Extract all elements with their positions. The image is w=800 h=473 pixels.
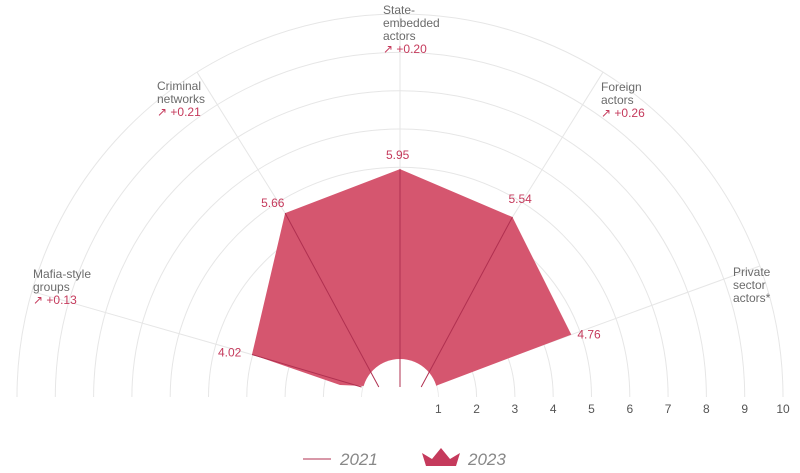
category-label-line: actors [601,93,634,107]
chart-value-labels: 4.02 5.66 5.95 5.54 4.76 [218,148,601,359]
chart-tick-labels: 1 2 3 4 5 6 7 8 9 10 [435,402,790,416]
tick-label-9: 9 [741,402,748,416]
category-change-0: ↗ +0.13 [33,293,77,307]
legend: 2021 2023 [303,448,506,469]
category-label-4: Private sector actors* [733,265,771,305]
tick-label-6: 6 [626,402,633,416]
category-label-line: embedded [383,16,440,30]
value-label-2: 5.95 [386,148,410,162]
category-label-2: State-embedded actors [383,3,440,43]
value-label-1: 5.66 [261,196,285,210]
value-label-3: 5.54 [508,192,532,206]
series-2023-area [251,169,572,391]
tick-label-4: 4 [550,402,557,416]
series-2021-spoke-3 [420,216,513,388]
legend-2021-label: 2021 [339,450,378,469]
tick-label-5: 5 [588,402,595,416]
series-2021-spoke-0 [251,354,362,388]
legend-2023-label: 2023 [467,450,506,469]
category-label-line: Private [733,265,771,279]
category-label-line: State- [383,3,415,17]
tick-label-2: 2 [473,402,480,416]
category-label-line: groups [33,280,70,294]
category-label-line: Mafia-style [33,267,91,281]
category-label-line: actors [383,29,416,43]
category-change-1: ↗ +0.21 [157,105,201,119]
value-label-4: 4.76 [577,328,601,342]
tick-label-7: 7 [665,402,672,416]
category-change-2: ↗ +0.20 [383,42,427,56]
tick-label-10: 10 [776,402,790,416]
category-label-line: Criminal [157,79,201,93]
value-label-0: 4.02 [218,346,242,360]
tick-label-1: 1 [435,402,442,416]
chart-category-labels: Mafia-style groups↗ +0.13 Criminal networks… [33,3,771,307]
category-label-line: networks [157,92,205,106]
legend-2023-icon [422,448,460,466]
series-2021-spoke-1 [284,212,380,388]
category-label-0: Mafia-style groups [33,267,91,294]
category-change-3: ↗ +0.26 [601,106,645,120]
category-label-line: sector [733,278,766,292]
category-label-line: actors* [733,291,771,305]
category-label-line: Foreign [601,80,642,94]
tick-label-3: 3 [512,402,519,416]
category-label-1: Criminal networks [157,79,205,106]
chart-series-2021 [251,169,513,388]
category-label-3: Foreign actors [601,80,642,107]
tick-label-8: 8 [703,402,710,416]
